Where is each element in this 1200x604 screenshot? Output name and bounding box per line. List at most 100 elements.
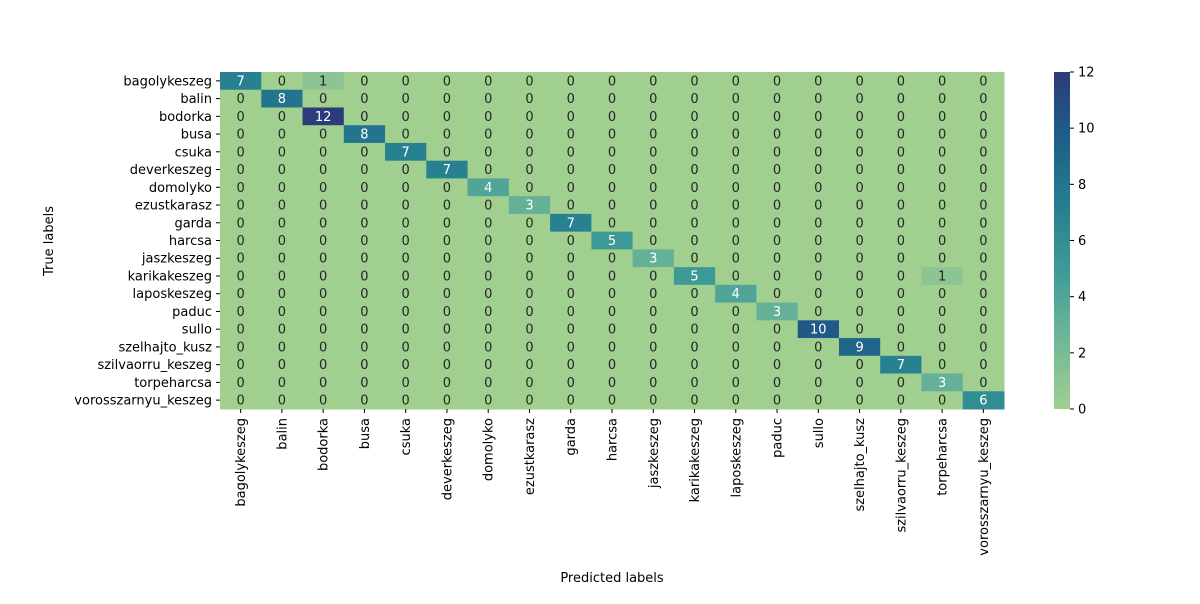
cell-value-label: 0 <box>773 340 781 355</box>
cell-value-label: 1 <box>938 269 946 284</box>
x-tick-label: karikakeszeg <box>688 418 703 502</box>
heatmap-cell <box>385 355 427 375</box>
x-tick-label: ezustkarasz <box>523 418 538 495</box>
heatmap-cell <box>220 284 262 304</box>
heatmap-cell <box>508 89 551 108</box>
heatmap-cell <box>591 89 634 108</box>
heatmap-cell <box>302 213 345 233</box>
cell-value-label: 0 <box>360 394 368 409</box>
heatmap-cell <box>385 107 427 126</box>
heatmap-cell <box>673 196 716 215</box>
cell-value-label: 0 <box>814 110 822 125</box>
cell-value-label: 0 <box>443 305 451 320</box>
cell-value-label: 0 <box>649 287 657 302</box>
heatmap-cell <box>426 231 469 250</box>
cell-value-label: 0 <box>938 74 946 89</box>
cell-value-label: 0 <box>608 323 616 338</box>
cell-value-label: 0 <box>443 376 451 391</box>
cell-value-label: 0 <box>278 287 286 302</box>
cell-value-label: 0 <box>319 145 327 160</box>
cell-value-label: 0 <box>567 92 575 107</box>
heatmap-cell <box>962 196 1005 215</box>
heatmap-cell <box>880 249 922 268</box>
cell-value-label: 0 <box>236 234 244 249</box>
heatmap-cell <box>880 89 922 108</box>
cell-value-label: 0 <box>278 252 286 267</box>
heatmap-cell <box>220 338 262 357</box>
cell-value-label: 0 <box>649 181 657 196</box>
heatmap-cell <box>385 142 427 162</box>
heatmap-cell <box>962 267 1005 286</box>
heatmap-cell <box>467 249 510 268</box>
heatmap-cell <box>715 231 757 250</box>
y-tick-label: karikakeszeg <box>128 269 212 284</box>
heatmap-cell <box>385 373 427 392</box>
cell-value-label: 0 <box>855 110 863 125</box>
cell-value-label: 0 <box>690 92 698 107</box>
heatmap-cell <box>962 355 1005 375</box>
cell-value-label: 0 <box>567 358 575 373</box>
cell-value-label: 0 <box>897 376 905 391</box>
cell-value-label: 0 <box>690 199 698 214</box>
cell-value-label: 0 <box>278 110 286 125</box>
cell-value-label: 0 <box>608 340 616 355</box>
cell-value-label: 0 <box>360 287 368 302</box>
cell-value-label: 0 <box>567 181 575 196</box>
cell-value-label: 0 <box>525 394 533 409</box>
heatmap-cell <box>797 125 840 144</box>
cell-value-label: 0 <box>732 305 740 320</box>
cell-value-label: 0 <box>690 163 698 178</box>
cell-value-label: 0 <box>814 128 822 143</box>
cell-value-label: 0 <box>897 252 905 267</box>
cell-value-label: 0 <box>814 163 822 178</box>
heatmap-cell <box>467 196 510 215</box>
heatmap-cell <box>591 284 634 304</box>
cell-value-label: 0 <box>979 234 987 249</box>
cell-value-label: 0 <box>608 358 616 373</box>
cell-value-label: 0 <box>402 269 410 284</box>
heatmap-cell <box>385 160 427 179</box>
cell-value-label: 10 <box>810 323 827 338</box>
heatmap-cell <box>962 72 1005 91</box>
heatmap-cell <box>756 72 799 91</box>
heatmap-cell <box>261 373 304 392</box>
cell-value-label: 0 <box>278 323 286 338</box>
heatmap-cell <box>838 338 881 357</box>
cell-value-label: 0 <box>484 287 492 302</box>
cell-value-label: 0 <box>979 340 987 355</box>
heatmap-cell <box>426 89 469 108</box>
heatmap-cell <box>550 89 592 108</box>
cell-value-label: 0 <box>938 340 946 355</box>
heatmap-cell <box>797 107 840 126</box>
cell-value-label: 0 <box>525 234 533 249</box>
heatmap-cell <box>508 267 551 286</box>
heatmap-cell <box>467 231 510 250</box>
cell-value-label: 0 <box>938 358 946 373</box>
heatmap-cell <box>261 142 304 162</box>
heatmap-cell <box>343 284 386 304</box>
heatmap-cell <box>467 142 510 162</box>
cell-value-label: 7 <box>402 145 410 160</box>
cell-value-label: 0 <box>649 234 657 249</box>
heatmap-cell <box>508 391 551 410</box>
heatmap-cell <box>385 338 427 357</box>
cell-value-label: 0 <box>402 181 410 196</box>
heatmap-cell <box>220 178 262 197</box>
heatmap-cell <box>632 213 675 233</box>
heatmap-cell <box>220 231 262 250</box>
cell-value-label: 9 <box>855 340 863 355</box>
colorbar-tick-label: 12 <box>1078 66 1095 81</box>
heatmap-cell <box>673 142 716 162</box>
heatmap-cell <box>220 320 262 339</box>
cell-value-label: 6 <box>979 394 987 409</box>
cell-value-label: 0 <box>855 199 863 214</box>
heatmap-cell <box>508 213 551 233</box>
cell-value-label: 0 <box>525 74 533 89</box>
heatmap-cell <box>550 302 592 321</box>
heatmap-cell <box>673 302 716 321</box>
heatmap-cell <box>673 160 716 179</box>
cell-value-label: 0 <box>402 252 410 267</box>
cell-value-label: 0 <box>938 199 946 214</box>
cell-value-label: 0 <box>897 92 905 107</box>
